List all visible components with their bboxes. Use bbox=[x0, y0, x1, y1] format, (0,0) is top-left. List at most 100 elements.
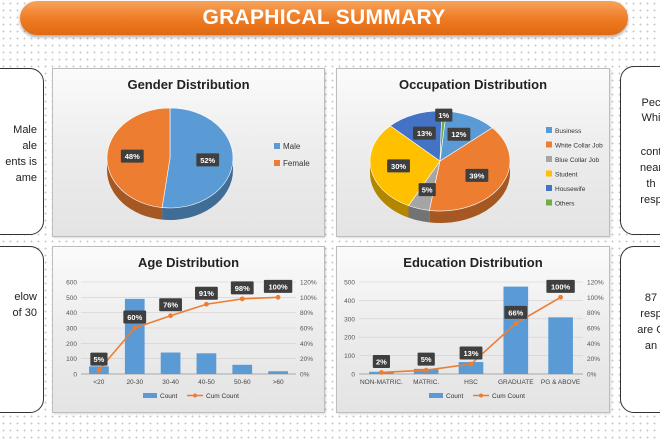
data-label-box bbox=[418, 183, 436, 197]
y-tick-label: 0 bbox=[351, 372, 355, 379]
data-label-box bbox=[447, 127, 471, 141]
x-tick-label: HSC bbox=[464, 379, 478, 386]
chart-title: Age Distribution bbox=[137, 255, 240, 270]
x-tick-label: PG & ABOVE bbox=[541, 379, 581, 386]
data-label-box bbox=[435, 108, 453, 122]
education-chart-panel: Education Distribution 0 100 200 300 400 500 0… bbox=[336, 246, 610, 413]
data-label: 13% bbox=[417, 129, 432, 138]
data-label-box bbox=[263, 279, 293, 293]
cum-point bbox=[204, 301, 209, 307]
bar bbox=[458, 362, 484, 374]
cum-point bbox=[558, 294, 563, 300]
data-label-box bbox=[465, 168, 489, 182]
pie-slice-side bbox=[107, 158, 163, 220]
legend-label: Count bbox=[160, 393, 178, 400]
legend-label: Blue Collar Job bbox=[555, 157, 599, 164]
note-line: cont bbox=[640, 146, 660, 158]
data-label-box bbox=[459, 346, 483, 360]
y2-tick-label: 60% bbox=[587, 326, 600, 333]
note-right-top: Pec Whi cont near th resp bbox=[620, 66, 660, 235]
legend-label: Student bbox=[555, 172, 578, 179]
data-label: 76% bbox=[163, 301, 178, 310]
age-combo-chart: 0 100 200 300 400 500 600 0% 20% 40% 60% 80% 100% 120… bbox=[66, 279, 317, 401]
legend-label: Business bbox=[555, 128, 582, 135]
x-tick-label: 30-40 bbox=[162, 379, 179, 386]
legend-swatch bbox=[546, 156, 552, 162]
y-tick-label: 100 bbox=[66, 356, 77, 363]
legend-swatch bbox=[546, 127, 552, 133]
note-line: resp bbox=[640, 194, 660, 206]
data-label: 1% bbox=[438, 111, 449, 120]
y2-tick-label: 100% bbox=[300, 295, 317, 302]
data-label: 48% bbox=[125, 152, 140, 161]
bar bbox=[268, 371, 288, 374]
legend-swatch bbox=[546, 199, 552, 206]
y-tick-label: 300 bbox=[66, 326, 77, 333]
data-label-box bbox=[123, 310, 147, 324]
note-left-bottom: elow of 30 bbox=[0, 246, 44, 413]
page-title: GRAPHICAL SUMMARY bbox=[202, 6, 446, 29]
x-tick-label: MATRIC. bbox=[413, 379, 439, 386]
y-tick-label: 500 bbox=[344, 280, 355, 287]
data-label: 39% bbox=[469, 171, 484, 180]
cum-point bbox=[168, 313, 173, 319]
x-tick-label: 50-60 bbox=[234, 379, 251, 386]
legend-label: Housewife bbox=[555, 186, 586, 193]
occupation-pie-chart: 12% 39% 5% 30% 13% 1% Business White Collar Job… bbox=[369, 108, 603, 223]
data-label: 52% bbox=[200, 156, 215, 165]
note-line: are G bbox=[637, 324, 660, 336]
legend-swatch bbox=[546, 185, 552, 191]
y-tick-label: 400 bbox=[66, 310, 77, 317]
x-tick-label: 40-50 bbox=[198, 379, 215, 386]
data-label-box bbox=[196, 153, 220, 167]
data-label: 91% bbox=[199, 289, 214, 298]
cum-point bbox=[239, 296, 245, 302]
occupation-chart-panel: Occupation Distribution 12% 39% 5% 30% 13% 1%… bbox=[336, 68, 610, 237]
cum-point bbox=[379, 370, 384, 375]
legend-label: Female bbox=[283, 159, 310, 168]
y2-tick-label: 40% bbox=[300, 341, 313, 348]
data-label-box bbox=[387, 159, 410, 173]
data-label: 66% bbox=[508, 308, 523, 317]
note-line: near bbox=[639, 162, 660, 174]
legend-label: Count bbox=[446, 393, 464, 400]
data-label: 12% bbox=[451, 130, 466, 139]
x-tick-label: <20 bbox=[93, 379, 104, 386]
y-tick-label: 300 bbox=[344, 316, 355, 323]
data-label: 5% bbox=[93, 355, 104, 364]
note-line: 87 bbox=[644, 292, 658, 304]
note-line: Whi bbox=[641, 112, 660, 124]
data-label: 100% bbox=[551, 282, 571, 291]
note-line: ame bbox=[15, 172, 37, 184]
legend-label: Cum Count bbox=[492, 393, 525, 400]
legend-label: Cum Count bbox=[206, 393, 239, 400]
bar bbox=[196, 353, 217, 374]
x-tick-label: GRADUATE bbox=[498, 379, 534, 386]
y-tick-label: 200 bbox=[66, 341, 77, 348]
x-tick-label: >60 bbox=[273, 379, 284, 386]
chart-title: Gender Distribution bbox=[127, 77, 250, 92]
legend-swatch bbox=[546, 141, 552, 148]
y-tick-label: 600 bbox=[66, 280, 77, 287]
legend-label: White Collar Job bbox=[555, 143, 603, 150]
x-tick-label: NON-MATRIC. bbox=[360, 379, 403, 386]
cum-point bbox=[513, 321, 519, 326]
legend-swatch bbox=[274, 160, 280, 166]
data-label-box bbox=[230, 281, 254, 295]
bar bbox=[232, 364, 253, 374]
y2-tick-label: 20% bbox=[300, 356, 313, 363]
cum-point bbox=[423, 367, 429, 373]
note-line: ale bbox=[22, 140, 37, 152]
education-combo-chart: 0 100 200 300 400 500 0% 20% 40% 60% 80% 100% 120% NO… bbox=[344, 280, 604, 401]
age-chart-panel: Age Distribution 0 100 200 300 400 500 600 0% 20… bbox=[52, 246, 325, 413]
note-line: an bbox=[644, 340, 658, 352]
note-right-bottom: 87 resp are G an bbox=[620, 246, 660, 413]
y2-tick-label: 80% bbox=[300, 310, 313, 317]
y2-tick-label: 80% bbox=[587, 310, 600, 317]
data-label-box bbox=[159, 298, 182, 312]
y-tick-label: 400 bbox=[344, 298, 355, 305]
data-label-box bbox=[412, 126, 436, 140]
note-line: Pec bbox=[641, 97, 660, 109]
data-label: 13% bbox=[463, 349, 478, 358]
data-label-box bbox=[417, 352, 435, 366]
